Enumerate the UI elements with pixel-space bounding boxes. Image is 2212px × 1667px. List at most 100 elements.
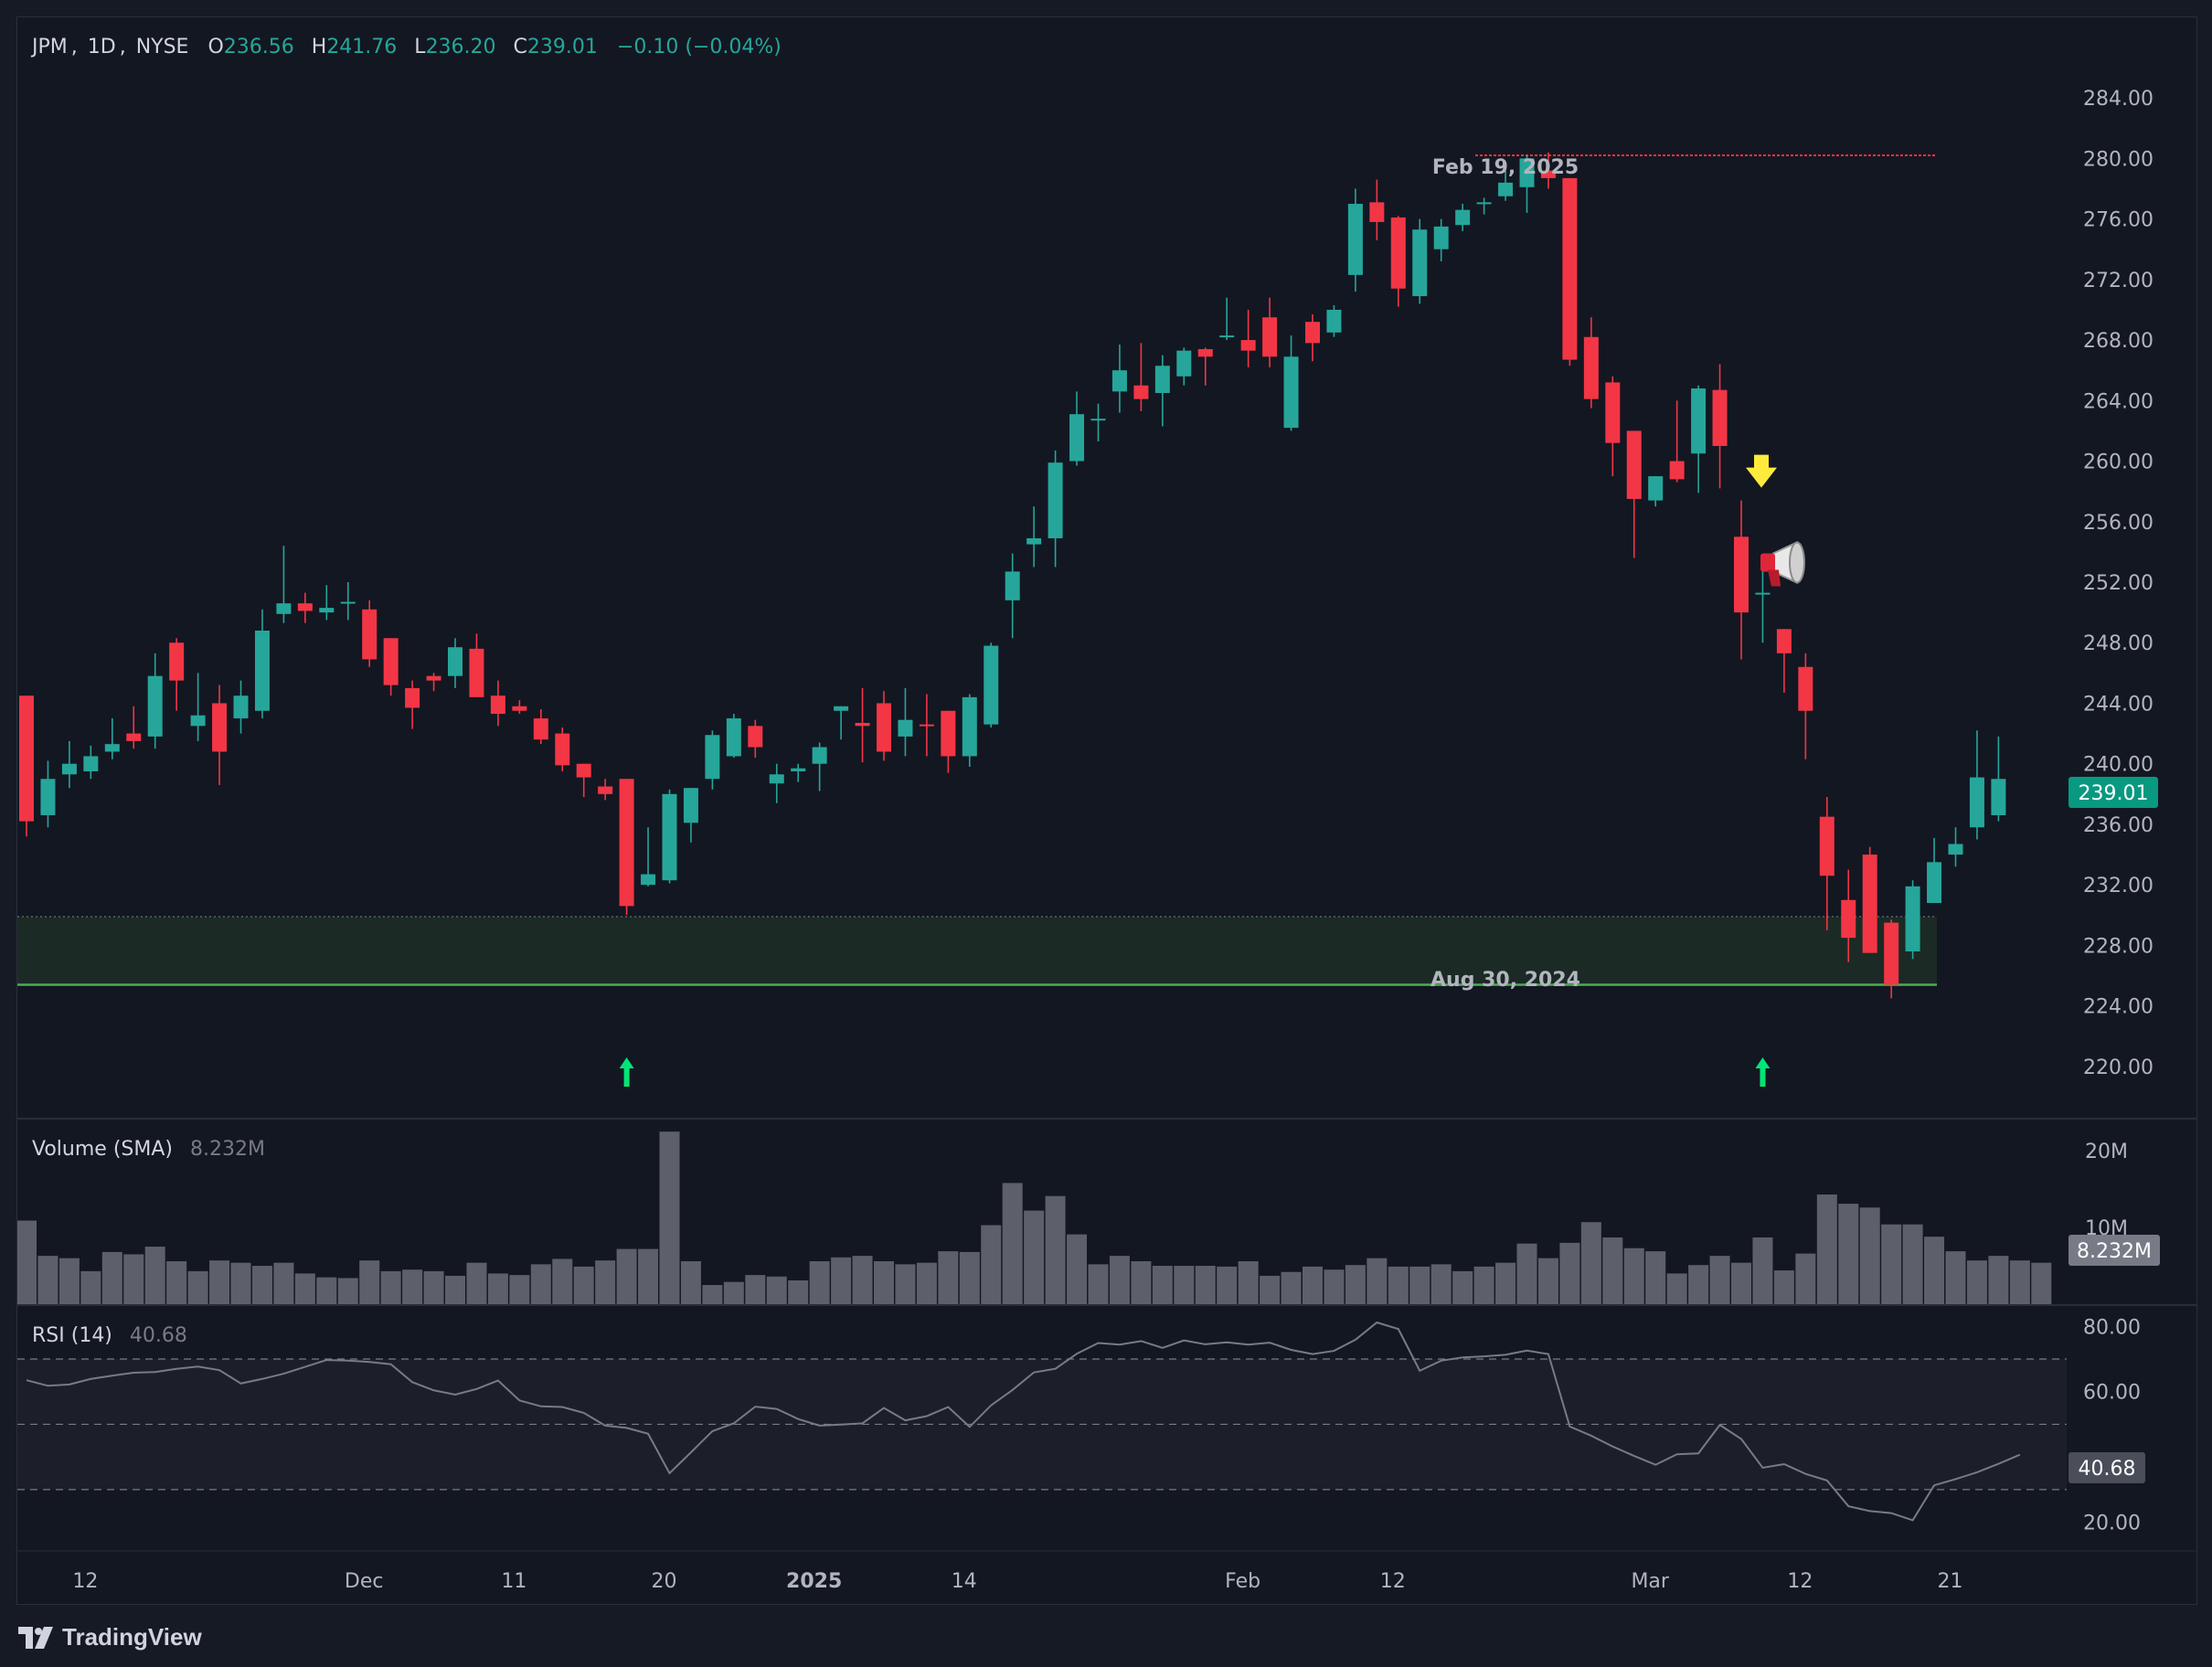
- volume-bar: [1195, 1266, 1216, 1304]
- candle-body: [1390, 217, 1406, 289]
- volume-bar: [552, 1258, 573, 1304]
- volume-bar: [123, 1254, 144, 1304]
- interval[interactable]: 1D: [87, 36, 116, 58]
- chart-canvas[interactable]: 284.00 280.00 276.00 272.00 268.00 264.00 260.…: [17, 17, 2196, 1604]
- volume-bar: [1430, 1264, 1452, 1304]
- support-zone-band: [17, 916, 1937, 985]
- volume-bar: [916, 1262, 937, 1304]
- time-tick-label: 2025: [786, 1570, 842, 1593]
- candle: [726, 714, 741, 759]
- candle: [1669, 400, 1685, 483]
- candle-body: [1862, 855, 1877, 953]
- candle: [1691, 385, 1707, 494]
- time-tick-label: 11: [501, 1570, 526, 1593]
- volume-bar: [1109, 1256, 1130, 1304]
- volume-value: 8.232M: [189, 1138, 265, 1161]
- candle-body: [1026, 537, 1042, 545]
- close-label: C: [513, 36, 527, 58]
- candle: [1219, 297, 1235, 341]
- volume-legend[interactable]: Volume (SMA) 8.232M: [32, 1138, 269, 1161]
- candle-body: [1412, 229, 1428, 297]
- candle: [791, 763, 806, 782]
- chart-frame[interactable]: 284.00 280.00 276.00 272.00 268.00 264.00 260.…: [16, 16, 2197, 1605]
- candle: [61, 740, 77, 789]
- candle-body: [1197, 348, 1213, 357]
- candle-body: [533, 718, 548, 740]
- volume-bar: [616, 1248, 637, 1304]
- price-tick-label: 248.00: [2083, 632, 2154, 655]
- candle-body: [962, 696, 977, 757]
- candle: [1347, 188, 1363, 292]
- volume-bar: [1623, 1248, 1644, 1304]
- price-tick-label: 276.00: [2083, 209, 2154, 232]
- candle-body: [104, 744, 120, 752]
- candle: [662, 789, 677, 884]
- volume-bar: [466, 1262, 487, 1304]
- candle: [1519, 155, 1535, 213]
- time-tick-label: Dec: [345, 1570, 384, 1593]
- candle: [1283, 335, 1299, 431]
- candle: [834, 706, 849, 740]
- symbol-name[interactable]: JPM: [32, 36, 68, 58]
- candle-body: [61, 763, 77, 775]
- volume-bar: [1024, 1210, 1045, 1304]
- candle: [1005, 553, 1020, 639]
- candle: [1540, 152, 1556, 189]
- candle-body: [212, 703, 228, 752]
- volume-bar: [423, 1270, 444, 1304]
- rsi-legend[interactable]: RSI (14) 40.68: [32, 1324, 191, 1347]
- last-price-value: 239.01: [2079, 782, 2149, 805]
- candle: [190, 673, 206, 741]
- price-tick-label: 260.00: [2083, 451, 2154, 474]
- candle: [319, 585, 335, 621]
- candle: [1026, 506, 1042, 568]
- high-value: 241.76: [326, 36, 398, 58]
- time-tick-label: 12: [1787, 1570, 1813, 1593]
- candle-body: [83, 756, 99, 771]
- candle-body: [1734, 536, 1749, 613]
- candle: [512, 700, 527, 715]
- candle: [877, 691, 891, 761]
- candle: [941, 710, 956, 773]
- volume-bar: [1945, 1251, 1966, 1304]
- candle: [405, 680, 420, 729]
- volume-bar: [1924, 1237, 1945, 1304]
- volume-bar: [1152, 1266, 1173, 1304]
- candle: [362, 600, 378, 667]
- volume-bar: [852, 1256, 873, 1304]
- volume-bar: [745, 1275, 766, 1304]
- candle: [1562, 177, 1578, 366]
- candle: [769, 763, 784, 803]
- rsi-value: 40.68: [129, 1324, 187, 1347]
- symbol-legend[interactable]: JPM, 1D, NYSE O236.56 H241.76 L236.20 C2…: [32, 36, 782, 58]
- candle-body: [1755, 592, 1771, 595]
- candle-body: [1369, 202, 1385, 222]
- price-tick-label: 232.00: [2083, 875, 2154, 897]
- candle-body: [1841, 899, 1856, 939]
- candle: [705, 730, 720, 790]
- candle: [855, 687, 870, 763]
- volume-bar: [1559, 1242, 1580, 1304]
- megaphone-icon[interactable]: [1760, 540, 1805, 587]
- candle-body: [1240, 340, 1256, 351]
- tradingview-logo[interactable]: TradingView: [18, 1623, 202, 1651]
- volume-bar: [659, 1131, 680, 1304]
- rsi-title: RSI (14): [32, 1324, 112, 1347]
- volume-bar: [251, 1266, 272, 1304]
- candle: [533, 709, 548, 745]
- candle-body: [147, 675, 163, 737]
- candle: [984, 642, 999, 727]
- candle-body: [1283, 356, 1299, 429]
- candle: [469, 633, 484, 697]
- volume-bar: [1688, 1265, 1709, 1304]
- time-tick-label: 21: [1938, 1570, 1963, 1593]
- volume-bar: [359, 1260, 380, 1304]
- candle: [1197, 347, 1213, 386]
- down-arrow-icon: [1746, 454, 1777, 488]
- candle: [1069, 391, 1085, 466]
- candle-body: [1090, 419, 1106, 421]
- candle-body: [1069, 414, 1085, 462]
- volume-bar: [80, 1270, 101, 1304]
- candle: [1862, 846, 1877, 953]
- volume-bar: [766, 1276, 787, 1304]
